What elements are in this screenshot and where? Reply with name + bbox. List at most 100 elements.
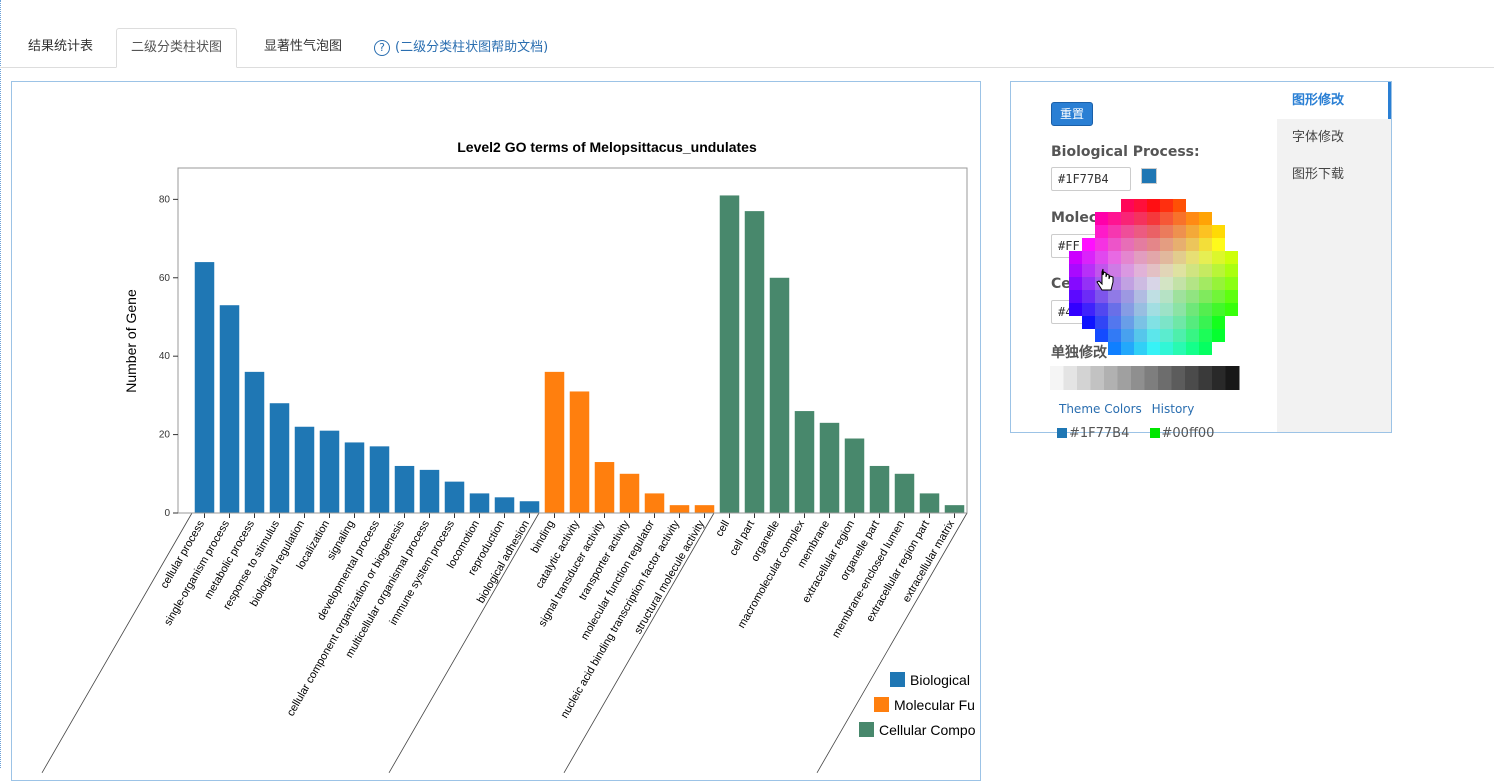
palette-cell[interactable]: [1069, 303, 1082, 316]
palette-cell[interactable]: [1121, 238, 1134, 251]
palette-cell[interactable]: [1134, 316, 1147, 329]
palette-cell[interactable]: [1160, 316, 1173, 329]
palette-cell[interactable]: [1160, 238, 1173, 251]
palette-cell[interactable]: [1212, 251, 1225, 264]
gray-cell[interactable]: [1050, 366, 1064, 390]
palette-cell[interactable]: [1186, 238, 1199, 251]
palette-cell[interactable]: [1199, 238, 1212, 251]
palette-cell[interactable]: [1199, 290, 1212, 303]
palette-cell[interactable]: [1147, 329, 1160, 342]
palette-cell[interactable]: [1082, 290, 1095, 303]
palette-cell[interactable]: [1108, 238, 1121, 251]
tab-significance-bubble[interactable]: 显著性气泡图: [264, 39, 343, 54]
palette-cell[interactable]: [1108, 316, 1121, 329]
palette-cell[interactable]: [1212, 238, 1225, 251]
palette-cell[interactable]: [1134, 225, 1147, 238]
palette-cell[interactable]: [1173, 316, 1186, 329]
palette-cell[interactable]: [1108, 225, 1121, 238]
gray-cell[interactable]: [1131, 366, 1145, 390]
palette-cell[interactable]: [1121, 251, 1134, 264]
palette-cell[interactable]: [1095, 238, 1108, 251]
palette-cell[interactable]: [1199, 303, 1212, 316]
palette-cell[interactable]: [1212, 303, 1225, 316]
palette-cell[interactable]: [1082, 277, 1095, 290]
palette-cell[interactable]: [1134, 238, 1147, 251]
palette-cell[interactable]: [1095, 329, 1108, 342]
gray-cell[interactable]: [1158, 366, 1172, 390]
palette-cell[interactable]: [1147, 199, 1160, 212]
palette-cell[interactable]: [1212, 316, 1225, 329]
palette-cell[interactable]: [1147, 225, 1160, 238]
palette-cell[interactable]: [1160, 212, 1173, 225]
palette-cell[interactable]: [1199, 342, 1212, 355]
palette-cell[interactable]: [1108, 251, 1121, 264]
palette-cell[interactable]: [1069, 277, 1082, 290]
palette-cell[interactable]: [1069, 290, 1082, 303]
palette-cell[interactable]: [1095, 212, 1108, 225]
palette-cell[interactable]: [1225, 277, 1238, 290]
palette-cell[interactable]: [1134, 342, 1147, 355]
menu-graph-download[interactable]: 图形下载: [1292, 167, 1345, 182]
palette-cell[interactable]: [1134, 212, 1147, 225]
theme-colors-tab[interactable]: Theme Colors: [1059, 402, 1142, 416]
palette-cell[interactable]: [1095, 303, 1108, 316]
palette-cell[interactable]: [1082, 251, 1095, 264]
palette-cell[interactable]: [1121, 342, 1134, 355]
palette-cell[interactable]: [1199, 225, 1212, 238]
tab-level2-bar-chart[interactable]: 二级分类柱状图: [116, 28, 238, 68]
gray-cell[interactable]: [1212, 366, 1226, 390]
palette-cell[interactable]: [1199, 212, 1212, 225]
palette-cell[interactable]: [1173, 238, 1186, 251]
palette-cell[interactable]: [1108, 329, 1121, 342]
palette-cell[interactable]: [1173, 277, 1186, 290]
palette-cell[interactable]: [1212, 264, 1225, 277]
palette-cell[interactable]: [1147, 277, 1160, 290]
palette-cell[interactable]: [1147, 303, 1160, 316]
palette-cell[interactable]: [1199, 316, 1212, 329]
palette-cell[interactable]: [1134, 277, 1147, 290]
palette-cell[interactable]: [1186, 212, 1199, 225]
palette-cell[interactable]: [1147, 290, 1160, 303]
palette-cell[interactable]: [1225, 251, 1238, 264]
palette-cell[interactable]: [1160, 251, 1173, 264]
gray-cell[interactable]: [1063, 366, 1078, 390]
history-swatch-1[interactable]: [1057, 428, 1067, 438]
palette-cell[interactable]: [1108, 264, 1121, 277]
palette-cell[interactable]: [1173, 225, 1186, 238]
help-doc-link[interactable]: ? (二级分类柱状图帮助文档): [374, 28, 548, 66]
palette-cell[interactable]: [1134, 303, 1147, 316]
palette-cell[interactable]: [1121, 277, 1134, 290]
palette-cell[interactable]: [1160, 264, 1173, 277]
palette-cell[interactable]: [1121, 225, 1134, 238]
palette-cell[interactable]: [1147, 316, 1160, 329]
tab-result-table[interactable]: 结果统计表: [28, 39, 94, 54]
palette-cell[interactable]: [1173, 329, 1186, 342]
gray-cell[interactable]: [1198, 366, 1213, 390]
menu-font-edit[interactable]: 字体修改: [1292, 130, 1345, 145]
palette-cell[interactable]: [1121, 316, 1134, 329]
palette-cell[interactable]: [1121, 264, 1134, 277]
palette-cell[interactable]: [1173, 303, 1186, 316]
palette-cell[interactable]: [1212, 277, 1225, 290]
palette-cell[interactable]: [1134, 290, 1147, 303]
palette-cell[interactable]: [1147, 342, 1160, 355]
palette-cell[interactable]: [1095, 225, 1108, 238]
palette-cell[interactable]: [1095, 316, 1108, 329]
palette-cell[interactable]: [1186, 329, 1199, 342]
palette-cell[interactable]: [1082, 264, 1095, 277]
palette-cell[interactable]: [1186, 303, 1199, 316]
palette-cell[interactable]: [1134, 329, 1147, 342]
palette-cell[interactable]: [1199, 264, 1212, 277]
palette-cell[interactable]: [1147, 212, 1160, 225]
palette-cell[interactable]: [1186, 264, 1199, 277]
history-tab[interactable]: History: [1151, 402, 1195, 416]
palette-cell[interactable]: [1199, 277, 1212, 290]
palette-cell[interactable]: [1121, 212, 1134, 225]
bp-color-input[interactable]: #1F77B4: [1051, 167, 1131, 191]
palette-cell[interactable]: [1212, 290, 1225, 303]
palette-cell[interactable]: [1108, 342, 1121, 355]
palette-cell[interactable]: [1212, 225, 1225, 238]
palette-cell[interactable]: [1186, 251, 1199, 264]
bp-color-swatch[interactable]: [1141, 168, 1157, 184]
palette-cell[interactable]: [1160, 342, 1173, 355]
